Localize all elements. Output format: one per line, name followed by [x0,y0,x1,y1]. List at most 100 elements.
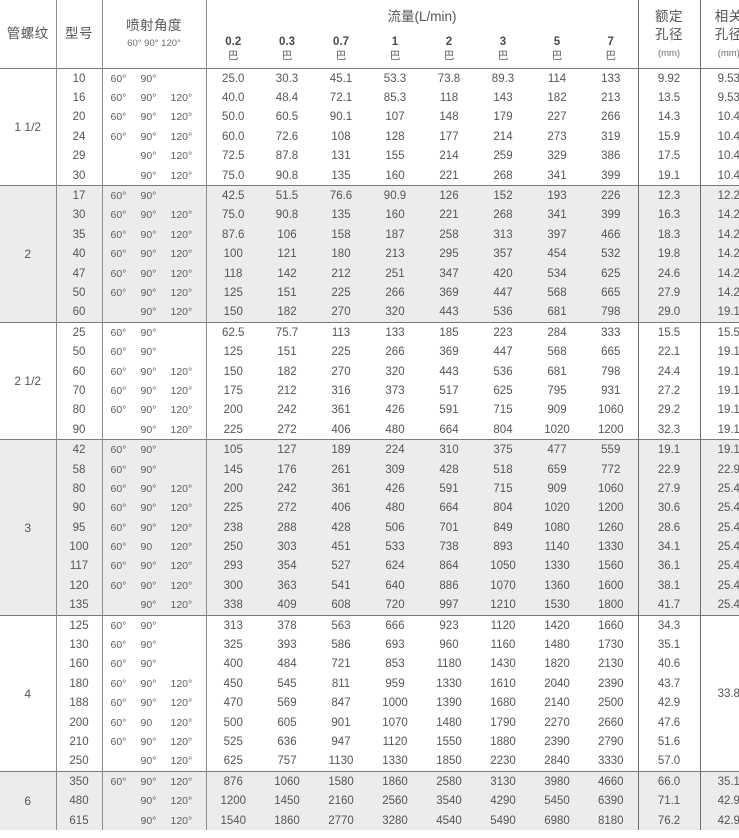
rated-orifice-cell: 35.1 [637,635,701,655]
flow-rate-cell: 664 [422,420,476,440]
flow-rate-cell: 2500 [584,693,639,713]
flow-rate-cell: 1200 [584,420,639,440]
flow-rate-cell: 295 [422,244,476,264]
flow-rate-cell: 133 [368,322,422,343]
spray-angle-value: 120° [170,521,193,534]
flow-rate-cell: 886 [422,576,476,596]
table-body: 1 1/2 10 60° 90° 25.0 30.3 45.1 53.3 73.8 89.3 114… [0,67,739,831]
flow-rate-cell: 354 [260,556,314,577]
flow-rate-cell: 1200 [205,791,260,811]
flow-rate-cell: 151 [260,283,314,303]
flow-rate-cell: 715 [476,400,530,421]
spray-angle-value [171,346,205,358]
flow-rate-cell: 721 [314,654,368,675]
flow-rate-cell: 333 [584,322,639,343]
related-orifice-cell: 10.4 [699,146,739,166]
related-orifice-cell: 19.1 [699,361,739,382]
flow-rate-cell: 536 [476,361,530,382]
flow-rate-cell: 665 [584,283,639,303]
spray-angle-cell: 60° 90° [101,459,206,480]
flow-rate-cell: 525 [205,732,260,752]
header-pressure-row: 0.2 巴 0.3 巴 0.7 巴 1 巴 2 巴 3 巴 [0,30,739,69]
spray-angle-value: 90° [140,521,157,534]
spray-angle-cell: 60° 90° 120° [101,205,206,226]
spray-angle-value: 90° [140,150,157,163]
flow-rate-cell: 213 [368,244,422,264]
table-row: 117 60° 90° 120° 293 354 527 624 864 1050 1330 1560… [0,556,739,577]
model-cell: 47 [55,263,102,284]
table-row: 30 90° 120° 75.0 90.8 135 160 221 268 341 399 19.1 1… [0,165,739,186]
spray-angle-cell: 60° 90° 120° [101,479,206,499]
spray-angle-value [111,424,141,436]
spray-angle-value: 90° [140,560,157,573]
flow-rate-cell: 534 [530,263,584,284]
model-cell: 160 [55,654,102,675]
flow-rate-cell: 158 [314,225,368,245]
header-spray-angle: 喷射角度 60° 90° 120° [101,0,206,69]
spray-angle-value: 90° [140,384,157,397]
spray-angle-value: 90° [140,502,157,515]
flow-rate-cell: 266 [584,107,639,128]
table-row: 80 60° 90° 120° 200 242 361 426 591 715 909 1060 29.… [0,400,739,421]
flow-rate-cell: 200 [205,400,260,421]
spray-angle-value: 90° [140,599,157,612]
table-row: 30 60° 90° 120° 75.0 90.8 135 160 221 268 341 399 16… [0,205,739,226]
spray-angle-value: 90° [140,579,157,592]
flow-rate-cell: 4660 [584,771,639,792]
spray-angle-value: 90° [140,111,157,124]
model-cell: 130 [55,635,102,655]
rated-orifice-cell: 71.1 [637,791,701,811]
spray-angle-value [111,150,141,162]
flow-rate-cell: 1200 [584,498,639,518]
flow-rate-cell: 533 [368,537,422,557]
spray-angle-cell: 90° 120° [101,146,206,166]
spray-angle-value: 90° [140,482,157,495]
flow-rate-cell: 357 [476,244,530,264]
spray-angle-value: 120° [170,365,193,378]
header-pressure-2: 0.7 巴 [314,30,368,69]
table-row: 480 90° 120° 1200 1450 2160 2560 3540 4290 5450 63… [0,791,739,811]
model-cell: 135 [55,595,102,616]
flow-rate-cell: 484 [260,654,314,675]
spray-angle-value: 120° [170,423,193,436]
spray-angle-value: 60° [110,502,127,515]
flow-rate-cell: 1820 [530,654,584,675]
flow-rate-cell: 8180 [584,810,639,831]
model-cell: 117 [55,556,102,577]
header-rated-orifice: 额定 孔径 (mm) [637,0,701,69]
spray-angle-cell: 60° 90° 120° [101,556,206,577]
flow-rate-cell: 152 [476,185,530,206]
flow-rate-cell: 2140 [530,693,584,713]
spray-angle-value: 90° [140,92,157,105]
spray-angle-value: 90° [140,814,157,827]
table-row: 40 60° 90° 120° 100 121 180 213 295 357 454 532 19.8… [0,244,739,264]
header-related-line1: 相关 [714,9,739,25]
flow-rate-cell: 1330 [422,674,476,694]
flow-rate-cell: 175 [205,381,260,401]
spray-angle-value: 60° [110,677,127,690]
flow-rate-cell: 75.7 [260,322,314,343]
flow-rate-cell: 2130 [584,654,639,675]
spray-angle-value: 90° [140,365,157,378]
spray-angle-value: 60° [110,130,127,143]
flow-rate-cell: 293 [205,556,260,577]
spray-angle-value: 90° [140,267,157,280]
spray-angle-value: 120° [170,306,193,319]
flow-rate-cell: 225 [205,498,260,518]
related-orifice-cell: 14.2 [699,263,739,284]
flow-rate-cell: 1020 [530,420,584,440]
spray-angle-value: 120° [170,716,193,729]
related-orifice-cell: 22.9 [699,459,739,480]
flow-rate-cell: 605 [260,712,314,733]
flow-rate-cell: 3130 [476,771,530,792]
flow-rate-cell: 386 [584,146,639,166]
flow-rate-cell: 270 [314,302,368,323]
spray-angle-cell: 60° 90° [101,635,206,655]
spray-angle-value: 60° [110,619,127,632]
table-row: 60 90° 120° 150 182 270 320 443 536 681 798 29.0 19.… [0,302,739,323]
spray-angle-cell: 60° 90° [101,185,206,206]
table-row: 160 60° 90° 400 484 721 853 1180 1430 1820 2130 40.… [0,654,739,675]
table-row: 35 60° 90° 120° 87.6 106 158 187 258 313 397 466 18.… [0,225,739,245]
flow-rate-cell: 659 [530,459,584,480]
flow-rate-cell: 135 [314,165,368,186]
